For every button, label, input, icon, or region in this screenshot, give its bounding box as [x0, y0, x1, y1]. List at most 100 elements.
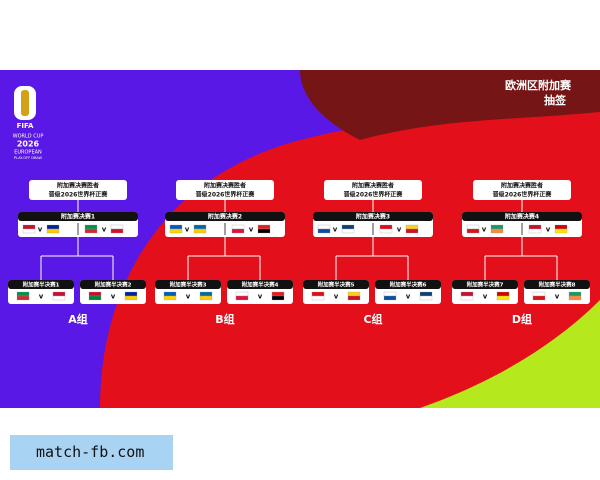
vs: v — [39, 293, 44, 301]
final-header — [18, 212, 138, 221]
flag — [169, 224, 183, 230]
vs: v — [111, 293, 116, 301]
flag — [311, 295, 325, 301]
flag — [52, 295, 66, 301]
winner-text: 晋级2026世界杯正赛 — [196, 191, 256, 199]
flag — [124, 295, 138, 301]
vs: v — [38, 226, 43, 234]
flag — [496, 295, 510, 301]
flag — [231, 224, 245, 230]
flag — [110, 224, 124, 230]
final-title: 附加赛决赛4 — [505, 213, 539, 221]
flag — [235, 295, 249, 301]
group-label: C组 — [363, 312, 382, 326]
flag — [532, 295, 546, 301]
logo-line: WORLD CUP — [13, 134, 44, 140]
winner-box — [324, 180, 422, 200]
flag — [568, 295, 582, 301]
winner-text: 晋级2026世界杯正赛 — [493, 191, 553, 199]
semi-header — [80, 280, 146, 289]
final-header — [462, 212, 582, 221]
footer-link[interactable]: match-fb.com — [10, 435, 173, 470]
logo-brand: FIFA — [17, 122, 34, 130]
winner-box — [473, 180, 571, 200]
flag — [163, 291, 177, 297]
vs: v — [186, 293, 191, 301]
flag — [347, 295, 361, 301]
flag — [466, 228, 480, 234]
group-label: A组 — [68, 312, 88, 326]
flag — [554, 224, 568, 230]
flag — [22, 224, 36, 230]
flag — [88, 291, 102, 297]
flag — [271, 291, 285, 297]
flag — [379, 224, 393, 230]
flag — [490, 224, 504, 230]
vs: v — [102, 226, 107, 234]
flag — [496, 291, 510, 297]
semi-header — [303, 280, 369, 289]
vs: v — [258, 293, 263, 301]
title: 欧洲区附加赛 — [505, 78, 572, 92]
final-header — [313, 212, 433, 221]
semi-header — [155, 280, 221, 289]
semi-title: 附加赛半决赛5 — [318, 281, 355, 289]
flag — [199, 295, 213, 301]
flag — [528, 224, 542, 230]
semi-title: 附加赛半决赛1 — [23, 281, 60, 289]
winner-box — [29, 180, 127, 200]
vs: v — [249, 226, 254, 234]
trophy — [21, 90, 29, 116]
flag — [271, 295, 285, 301]
vs: v — [482, 226, 487, 234]
winner-text: 附加赛决赛胜者 — [57, 182, 99, 190]
logo: FIFA WORLD CUP 2026 EUROPEAN PLAY-OFF DR… — [13, 86, 44, 160]
flag — [317, 228, 331, 234]
winner-text: 晋级2026世界杯正赛 — [344, 191, 404, 199]
final-title: 附加赛决赛3 — [356, 213, 390, 221]
flag — [88, 295, 102, 301]
winner-text: 附加赛决赛胜者 — [501, 182, 543, 190]
semi-title: 附加赛半决赛6 — [390, 281, 427, 289]
flag — [405, 228, 419, 234]
flag — [528, 228, 542, 234]
semi-title: 附加赛半决赛8 — [539, 281, 576, 289]
semi-title: 附加赛半决赛2 — [95, 281, 132, 289]
flag — [405, 224, 419, 230]
final-header — [165, 212, 285, 221]
flag — [110, 228, 124, 234]
winner-text: 附加赛决赛胜者 — [204, 182, 246, 190]
flag — [46, 224, 60, 230]
flag — [466, 224, 480, 230]
vs: v — [546, 226, 551, 234]
flag — [257, 228, 271, 234]
vs: v — [406, 293, 411, 301]
flag — [163, 295, 177, 301]
flag — [379, 228, 393, 234]
flag — [311, 291, 325, 297]
background-red — [100, 100, 600, 408]
flag — [235, 291, 249, 297]
semi-header — [452, 280, 518, 289]
vs: v — [397, 226, 402, 234]
flag — [532, 291, 546, 297]
flag — [84, 224, 98, 230]
flag — [383, 291, 397, 297]
flag — [383, 295, 397, 301]
semi-title: 附加赛半决赛4 — [242, 281, 279, 289]
flag — [554, 228, 568, 234]
flag — [257, 224, 271, 230]
flag — [84, 228, 98, 234]
winner-box — [176, 180, 274, 200]
logo-line: PLAY-OFF DRAW — [14, 156, 42, 160]
final-title: 附加赛决赛2 — [208, 213, 242, 221]
flag — [419, 295, 433, 301]
flag — [419, 291, 433, 297]
flag — [568, 291, 582, 297]
winner-text: 晋级2026世界杯正赛 — [49, 191, 109, 199]
flag — [193, 228, 207, 234]
winner-text: 附加赛决赛胜者 — [352, 182, 394, 190]
flag — [347, 291, 361, 297]
background-maroon — [300, 70, 600, 140]
